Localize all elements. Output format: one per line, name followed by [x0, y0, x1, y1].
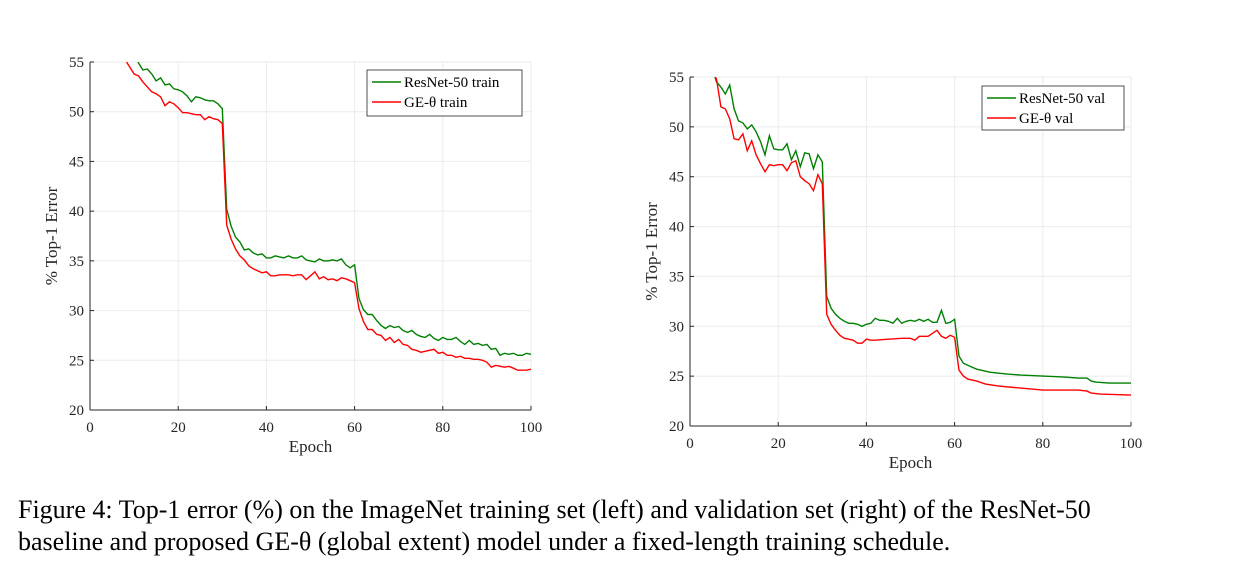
- x-tick-label: 20: [171, 420, 186, 436]
- x-tick-label: 40: [859, 436, 874, 452]
- x-axis-label: Epoch: [289, 437, 333, 456]
- y-tick-label: 30: [669, 319, 684, 335]
- y-tick-label: 25: [69, 353, 84, 369]
- series-line-ge-theta: [125, 62, 531, 371]
- x-tick-label: 60: [947, 436, 962, 452]
- y-tick-label: 25: [669, 369, 684, 385]
- legend-box: [981, 85, 1125, 131]
- y-tick-label: 40: [669, 220, 684, 236]
- legend-entry: ResNet-50 val: [1019, 91, 1105, 107]
- figure-caption: Figure 4: Top-1 error (%) on the ImageNe…: [18, 494, 1238, 558]
- legend-box: [366, 69, 523, 117]
- legend: ResNet-50 train GE-θ train: [366, 69, 523, 117]
- legend-entry: ResNet-50 train: [404, 75, 500, 91]
- y-tick-label: 55: [69, 55, 84, 71]
- y-tick-label: 20: [669, 419, 684, 435]
- y-axis-label: % Top-1 Error: [642, 202, 661, 301]
- x-tick-label: 100: [520, 420, 543, 436]
- x-tick-label: 100: [1120, 436, 1143, 452]
- y-tick-label: 40: [69, 204, 84, 220]
- y-axis-label: % Top-1 Error: [42, 186, 61, 285]
- x-tick-label: 80: [435, 420, 450, 436]
- y-tick-label: 35: [69, 254, 84, 270]
- y-tick-label: 35: [669, 269, 684, 285]
- x-axis-label: Epoch: [889, 453, 933, 472]
- caption-line-1: Figure 4: Top-1 error (%) on the ImageNe…: [18, 495, 1091, 524]
- legend-entry: GE-θ val: [1019, 111, 1073, 127]
- y-tick-label: 30: [69, 304, 84, 320]
- series-line-resnet50: [714, 77, 1131, 384]
- y-tick-label: 50: [69, 105, 84, 121]
- y-tick-label: 20: [69, 403, 84, 419]
- x-tick-label: 20: [771, 436, 786, 452]
- y-tick-label: 55: [669, 70, 684, 86]
- x-tick-label: 0: [86, 420, 94, 436]
- legend: ResNet-50 val GE-θ val: [981, 85, 1125, 131]
- series-line-resnet50: [137, 62, 531, 357]
- x-tick-label: 40: [259, 420, 274, 436]
- caption-line-2: baseline and proposed GE-θ (global exten…: [18, 527, 951, 556]
- y-tick-label: 50: [669, 120, 684, 136]
- legend-entry: GE-θ train: [404, 95, 468, 111]
- series-line-ge-theta: [714, 77, 1131, 396]
- x-tick-label: 0: [686, 436, 694, 452]
- y-tick-label: 45: [669, 170, 684, 186]
- y-tick-label: 45: [69, 154, 84, 170]
- x-tick-label: 80: [1035, 436, 1050, 452]
- x-tick-label: 60: [347, 420, 362, 436]
